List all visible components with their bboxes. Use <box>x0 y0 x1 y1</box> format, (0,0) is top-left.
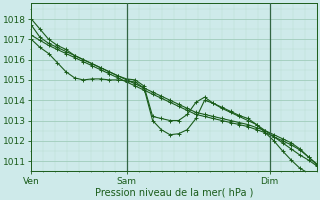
X-axis label: Pression niveau de la mer( hPa ): Pression niveau de la mer( hPa ) <box>95 187 253 197</box>
